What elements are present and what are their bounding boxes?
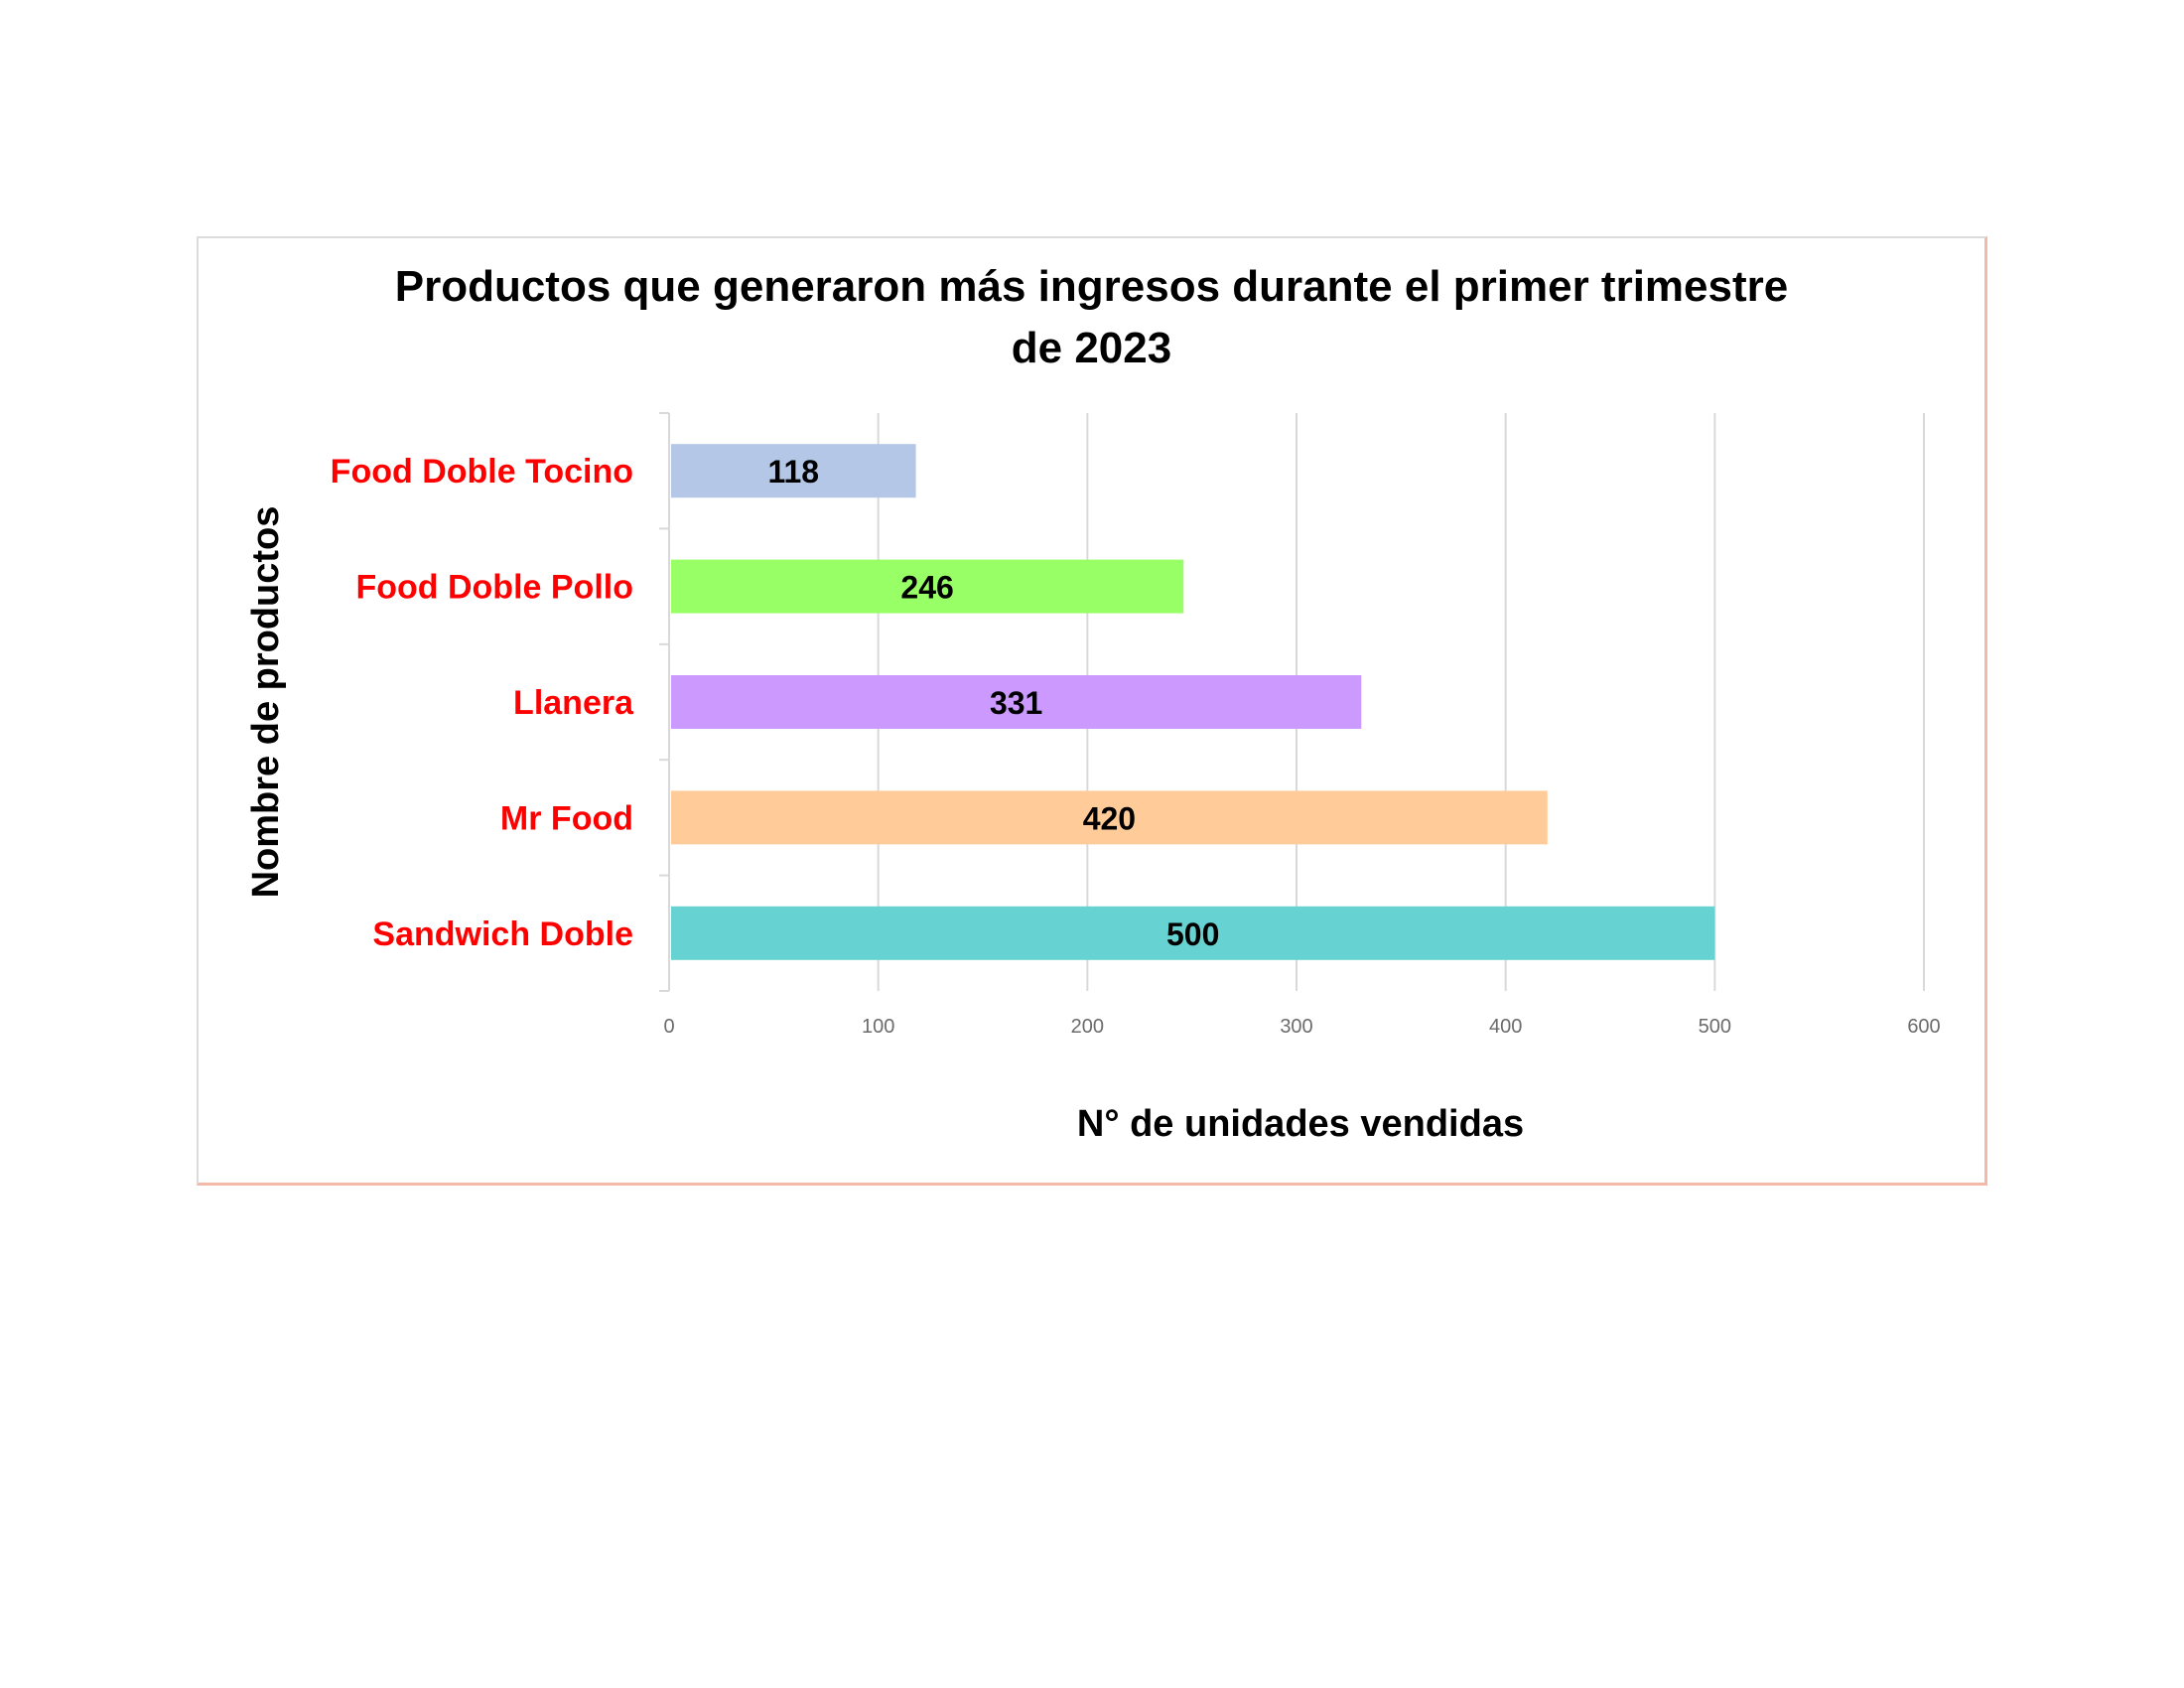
chart-title: Productos que generaron más ingresos dur… (199, 256, 1984, 379)
bar (671, 559, 1184, 614)
y-axis-title: Nombre de productos (245, 506, 287, 899)
chart-title-line-1: Productos que generaron más ingresos dur… (394, 262, 1789, 311)
plot-area: 0 100 200 300 400 500 600 118 Food Doble Tocino… (245, 412, 1941, 1145)
category-label: Food Doble Pollo (355, 569, 633, 607)
x-tick-label: 0 (663, 1016, 674, 1038)
data-label: 246 (900, 570, 953, 606)
category-label: Mr Food (500, 799, 633, 837)
bar (671, 790, 1548, 845)
data-label: 500 (1166, 916, 1219, 952)
x-tick-label: 400 (1489, 1016, 1522, 1038)
category-label: Sandwich Doble (372, 915, 633, 953)
chart-frame: Productos que generaron más ingresos dur… (197, 236, 1987, 1186)
x-tick-label: 500 (1699, 1016, 1731, 1038)
bar (671, 906, 1715, 960)
bar (671, 444, 916, 498)
x-axis-title: N° de unidades vendidas (1077, 1103, 1524, 1145)
x-tick-label: 600 (1907, 1016, 1940, 1038)
x-tick-label: 100 (862, 1016, 894, 1038)
category-label: Food Doble Tocino (331, 453, 633, 491)
chart-title-line-2: de 2023 (1011, 324, 1172, 372)
bar (671, 675, 1362, 729)
data-label: 331 (990, 685, 1042, 721)
category-label: Llanera (513, 684, 634, 722)
data-label: 118 (767, 454, 819, 490)
x-tick-label: 300 (1280, 1016, 1312, 1038)
data-label: 420 (1083, 800, 1136, 836)
x-tick-label: 200 (1071, 1016, 1104, 1038)
